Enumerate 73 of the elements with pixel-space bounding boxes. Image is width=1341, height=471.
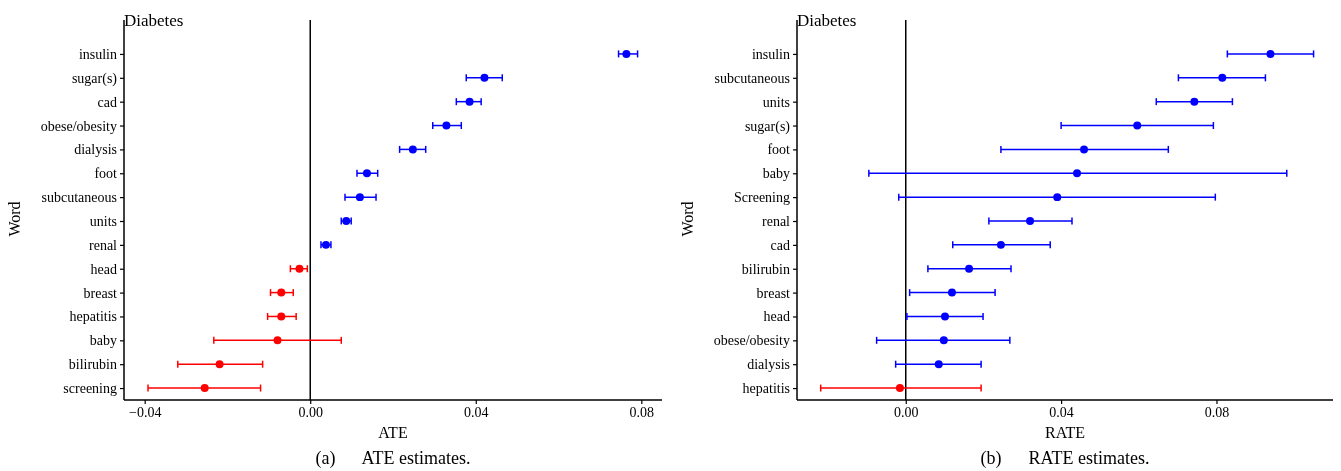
x-tick-label: 0.04: [464, 404, 489, 420]
x-axis-title: RATE: [1045, 424, 1085, 441]
point: [1133, 121, 1142, 130]
y-tick-label: sugar(s): [744, 118, 791, 135]
point: [939, 336, 948, 345]
point: [277, 288, 286, 297]
point: [215, 360, 224, 369]
y-tick-label: obese/obesity: [40, 118, 117, 134]
y-tick-label: dialysis: [747, 357, 790, 373]
y-tick-label: dialysis: [74, 142, 117, 158]
y-tick-label: sugar(s): [71, 70, 118, 87]
y-tick-label: baby: [762, 166, 790, 182]
point: [934, 360, 943, 369]
y-tick-label: insulin: [751, 46, 790, 62]
point: [1266, 49, 1275, 58]
point: [1190, 97, 1199, 106]
chart-title: Diabetes: [797, 11, 857, 30]
point: [273, 336, 282, 345]
y-tick-label: head: [763, 309, 790, 325]
point: [1080, 145, 1089, 154]
point: [465, 97, 474, 106]
x-tick-label: −0.04: [128, 404, 162, 420]
point: [1073, 169, 1082, 178]
point: [355, 193, 364, 202]
y-tick-label: Screening: [734, 190, 790, 206]
y-axis-title: Word: [6, 201, 23, 237]
y-tick-label: head: [90, 261, 117, 277]
point: [1218, 73, 1227, 82]
point: [1026, 217, 1035, 225]
x-axis-title: ATE: [378, 424, 408, 441]
y-tick-label: breast: [756, 285, 791, 301]
point: [442, 121, 451, 130]
y-tick-label: obese/obesity: [713, 333, 790, 349]
y-tick-label: insulin: [78, 46, 117, 62]
y-tick-label: bilirubin: [68, 357, 117, 373]
point: [965, 264, 974, 273]
y-tick-label: screening: [63, 381, 117, 397]
x-tick-label: 0.08: [629, 404, 655, 420]
point: [200, 384, 209, 393]
y-tick-label: units: [89, 213, 117, 229]
y-tick-label: hepatitis: [69, 309, 117, 325]
y-tick-label: foot: [767, 142, 791, 158]
text: (b) RATE estimates.: [980, 448, 1150, 469]
y-tick-label: foot: [94, 166, 118, 182]
point: [895, 384, 904, 393]
y-tick-label: bilirubin: [741, 261, 790, 277]
x-tick-label: 0.00: [894, 404, 919, 420]
chart-title: Diabetes: [124, 11, 184, 30]
point: [277, 312, 286, 321]
point: [1053, 193, 1062, 202]
point: [940, 312, 949, 321]
y-tick-label: breast: [83, 285, 118, 301]
y-tick-label: subcutaneous: [714, 70, 790, 86]
point: [362, 169, 371, 178]
point: [408, 145, 417, 154]
point: [480, 73, 489, 82]
x-tick-label: 0.08: [1204, 404, 1230, 420]
y-tick-label: baby: [89, 333, 117, 349]
point: [295, 264, 304, 273]
text: (a) ATE estimates.: [315, 448, 471, 469]
x-tick-label: 0.04: [1049, 404, 1074, 420]
y-tick-label: cad: [770, 237, 790, 253]
point: [996, 240, 1005, 249]
y-axis-title: Word: [679, 201, 696, 237]
x-tick-label: 0.00: [298, 404, 323, 420]
point: [947, 288, 956, 297]
y-tick-label: hepatitis: [742, 381, 790, 397]
point: [622, 49, 631, 58]
y-tick-label: subcutaneous: [41, 190, 117, 206]
y-tick-label: renal: [762, 213, 791, 229]
y-tick-label: units: [762, 94, 790, 110]
y-tick-label: renal: [89, 237, 118, 253]
y-tick-label: cad: [97, 94, 117, 110]
